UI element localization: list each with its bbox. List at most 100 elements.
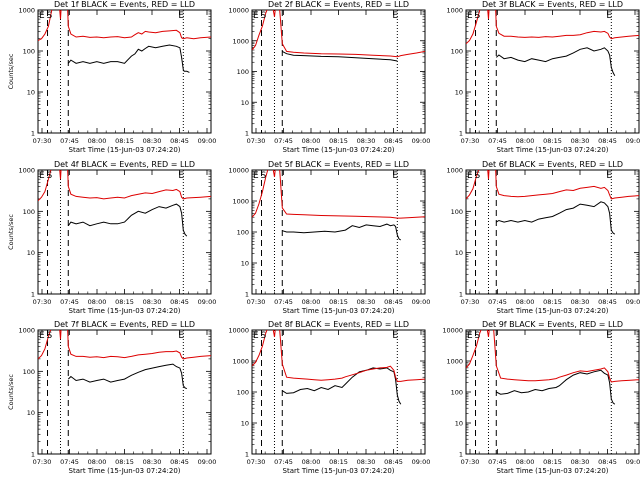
marker-end-e: E [392,171,398,181]
y-tick-label: 10 [27,409,35,417]
panel-title: Det 9f BLACK = Events, RED = LLD [482,320,623,329]
marker-s: S [474,331,480,341]
y-tick-label: 100 [237,389,249,397]
x-tick-label: 08:30 [571,458,590,466]
y-tick-label: 10 [27,249,35,257]
x-axis-label: Start Time (15-Jun-03 07:24:20) [69,307,181,315]
x-tick-label: 07:45 [488,298,507,306]
plot-frame [465,169,640,295]
panel-5: Det 5f BLACK = Events, RED = LLD 1 10 100 10… [228,160,430,315]
x-tick-label: 08:30 [143,458,162,466]
x-tick-label: 08:00 [302,298,321,306]
marker-s: S [260,171,266,181]
panel-title: Det 5f BLACK = Events, RED = LLD [268,160,409,169]
x-tick-label: 08:45 [170,137,189,145]
y-tick-label: 1000 [18,327,35,335]
x-tick-label: 08:45 [170,298,189,306]
marker-e: E [39,11,45,21]
x-tick-label: 08:15 [329,298,348,306]
x-tick-label: 07:30 [33,137,52,145]
series-events-line [282,50,398,62]
x-tick-label: 09:00 [626,458,640,466]
marker-end-e: E [392,11,398,21]
x-tick-label: 08:45 [598,137,617,145]
y-axis-label: Counts/sec [7,53,15,89]
x-axis-label: Start Time (15-Jun-03 07:24:20) [283,467,395,475]
x-axis-label: Start Time (15-Jun-03 07:24:20) [497,467,609,475]
marker-end-e: E [606,11,612,21]
y-tick-label: 1000 [18,7,35,15]
x-axis-label: Start Time (15-Jun-03 07:24:20) [69,467,181,475]
y-tick-label: 10000 [442,327,463,335]
x-tick-label: 07:30 [461,458,480,466]
x-tick-label: 08:15 [543,298,562,306]
x-tick-label: 07:30 [247,458,266,466]
y-tick-label: 10 [455,89,463,97]
x-tick-label: 08:15 [543,137,562,145]
y-tick-label: 10 [241,99,249,107]
series-lld-line [38,10,211,41]
plot-area [252,10,425,133]
series-events-line [496,369,616,405]
marker-e: E [39,331,45,341]
x-tick-label: 08:30 [143,137,162,145]
plot-area [38,10,211,133]
plot-area [466,170,639,294]
marker-e: E [467,11,473,21]
panel-title: Det 8f BLACK = Events, RED = LLD [268,320,409,329]
marker-e: E [39,171,45,181]
marker-end-e: E [178,331,184,341]
x-tick-label: 08:30 [357,298,376,306]
marker-s: S [474,11,480,21]
y-tick-label: 100 [237,68,249,76]
panel-9: Det 9f BLACK = Events, RED = LLD 1 10 100 10… [442,320,640,475]
series-events-line [282,223,402,241]
marker-end-e: E [392,331,398,341]
series-events-line [67,44,190,73]
x-tick-label: 08:00 [516,137,535,145]
plot-area [252,170,425,294]
x-axis-label: Start Time (15-Jun-03 07:24:20) [283,307,395,315]
x-tick-label: 08:45 [170,458,189,466]
x-tick-label: 07:30 [247,137,266,145]
x-tick-label: 08:00 [302,458,321,466]
marker-s: S [46,171,52,181]
panel-title: Det 4f BLACK = Events, RED = LLD [54,160,195,169]
plot-frame [37,169,212,295]
panel-title: Det 1f BLACK = Events, RED = LLD [54,0,195,9]
y-tick-label: 1 [31,451,35,459]
y-tick-label: 10 [241,420,249,428]
panel-title: Det 6f BLACK = Events, RED = LLD [482,160,623,169]
y-tick-label: 10000 [228,327,249,335]
y-tick-label: 1 [31,291,35,299]
marker-end-e: E [606,331,612,341]
y-tick-label: 1000 [18,167,35,175]
marker-s: S [260,11,266,21]
x-tick-label: 07:45 [274,298,293,306]
x-tick-label: 08:30 [143,298,162,306]
plot-area [466,330,639,454]
x-tick-label: 08:30 [571,137,590,145]
y-tick-label: 1000 [446,7,463,15]
x-tick-label: 09:00 [412,458,431,466]
marker-s: S [474,171,480,181]
x-tick-label: 09:00 [198,298,217,306]
series-events-line [496,201,616,235]
y-tick-label: 100 [23,48,35,56]
marker-e: E [253,331,259,341]
series-lld-line [252,10,425,58]
x-tick-label: 08:00 [88,137,107,145]
x-tick-label: 08:15 [329,137,348,145]
x-tick-label: 08:45 [384,458,403,466]
y-tick-label: 1 [459,291,463,299]
series-events-line [67,203,188,237]
series-lld-line [252,330,425,382]
x-tick-label: 08:00 [302,137,321,145]
x-tick-label: 08:15 [329,458,348,466]
x-axis-label: Start Time (15-Jun-03 07:24:20) [497,146,609,154]
plot-area [38,170,211,294]
series-events-line [495,47,616,76]
panel-8: Det 8f BLACK = Events, RED = LLD 1 10 100 10… [228,320,430,475]
x-tick-label: 08:15 [115,458,134,466]
x-tick-label: 07:45 [60,458,79,466]
